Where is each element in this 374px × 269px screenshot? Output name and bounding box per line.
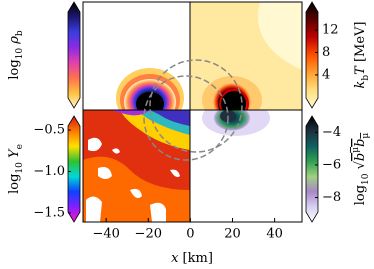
label-part: √ [353, 160, 368, 173]
x-tick-label: −40 [92, 227, 119, 242]
label-part: b [353, 153, 368, 161]
label-part: 10 [361, 173, 371, 185]
label-part: k [353, 81, 368, 89]
label-part: 10 [15, 162, 25, 174]
colorbar-tick-label: −6 [322, 157, 341, 172]
plot-frame [82, 1, 303, 223]
x-tick-label: 0 [186, 227, 194, 242]
label-part: [km] [178, 251, 212, 266]
x-tick-label: −20 [135, 227, 162, 242]
colorbar-tick-label: −4 [322, 125, 341, 140]
panels [82, 1, 303, 223]
colorbar [67, 1, 81, 109]
label-part: Y [7, 148, 22, 162]
label-part: μ [351, 147, 361, 153]
label-part: log [7, 174, 22, 194]
label-part: e [15, 144, 25, 149]
colorbar-tick-label: 8 [322, 45, 330, 60]
label-part: b [15, 30, 25, 36]
label-part: x [171, 251, 179, 266]
colorbar-tick-label: −1.5 [33, 205, 65, 220]
colorbar-label: kbT [MeV] [353, 22, 371, 89]
colorbar-tick-label: −8 [322, 190, 341, 205]
x-axis-label: x [km] [171, 251, 213, 266]
label-part: T [353, 65, 368, 75]
magnetic-panel [190, 110, 302, 222]
density-panel [83, 2, 190, 110]
label-part: μ [361, 133, 371, 139]
x-tick-label: 40 [266, 227, 283, 242]
label-part: b [353, 139, 368, 147]
colorbar-label: log10 ρb [7, 30, 25, 80]
colorbar-label: log10 √bμbμ [351, 133, 371, 206]
colorbar-tick-label: −0.5 [33, 123, 65, 138]
colorbar [305, 115, 319, 223]
x-tick-label: 20 [224, 227, 241, 242]
label-part: [MeV] [353, 22, 368, 67]
orbit-circle [149, 59, 243, 153]
colorbar-tick-label: 4 [322, 67, 330, 82]
orbit-circle [143, 75, 229, 161]
electron-fraction-panel [83, 110, 190, 222]
colorbar-tick-label: 12 [322, 23, 339, 38]
label-part: log [7, 59, 22, 79]
colorbar [305, 1, 319, 109]
temperature-panel [190, 2, 302, 110]
label-part: b [361, 75, 371, 81]
colorbar-label: log10 Ye [7, 144, 25, 194]
colorbar [67, 115, 81, 223]
label-part: 10 [15, 48, 25, 60]
label-part: ρ [7, 36, 22, 48]
colorbar-tick-label: −1.0 [33, 164, 65, 179]
label-part: log [353, 185, 368, 205]
